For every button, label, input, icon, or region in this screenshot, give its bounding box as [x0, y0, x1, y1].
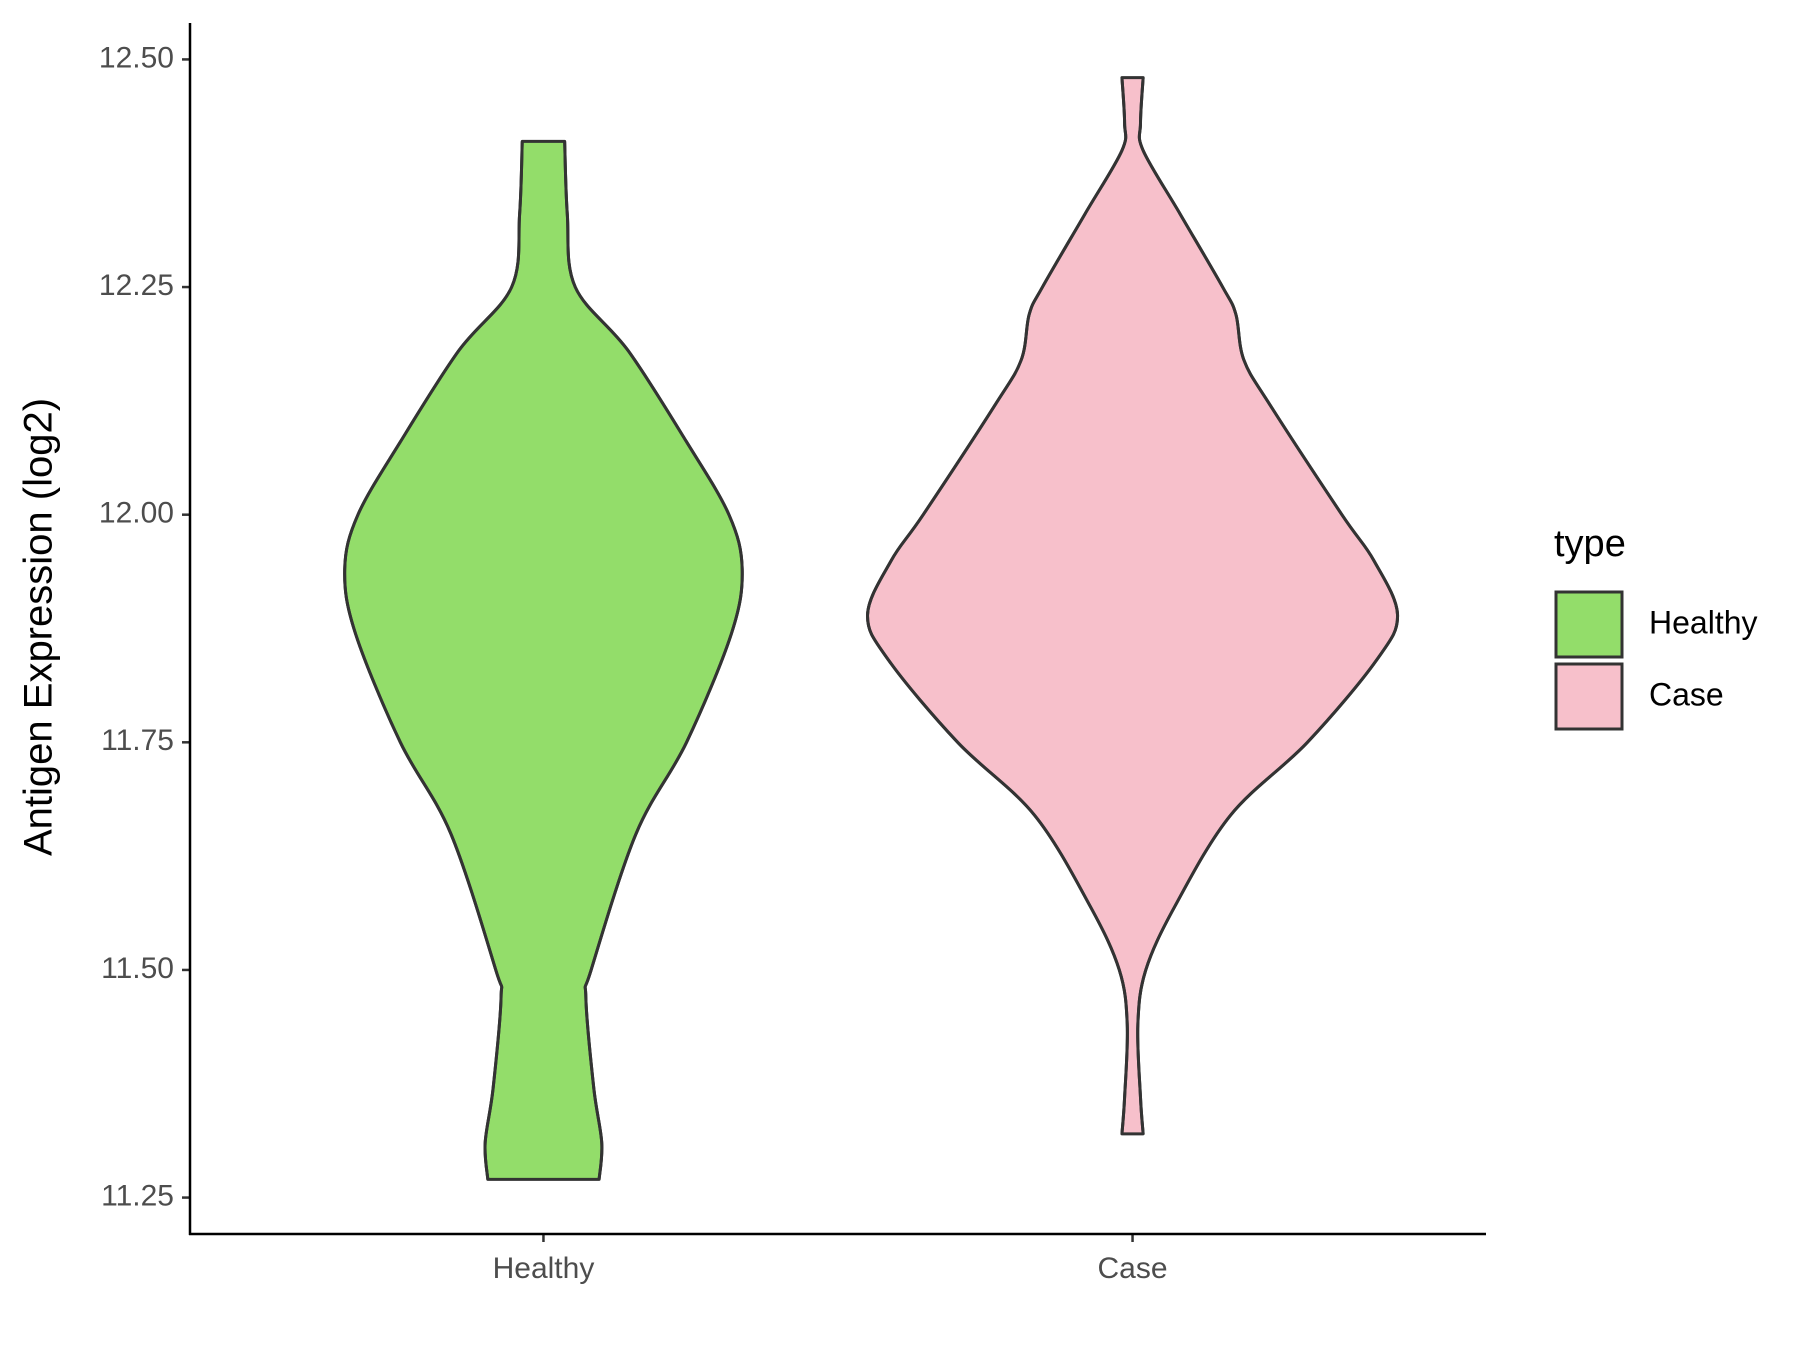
legend-title: type	[1554, 523, 1626, 565]
y-tick-label: 11.25	[101, 1180, 174, 1213]
y-tick-label: 11.50	[101, 952, 174, 985]
x-tick-label: Healthy	[493, 1252, 595, 1285]
x-tick-label: Case	[1098, 1252, 1168, 1285]
legend-key	[1554, 590, 1624, 659]
legend-key	[1554, 662, 1624, 731]
violin-left-edge	[866, 77, 1129, 1134]
violin-left-edge	[343, 141, 524, 1180]
legend-label: Healthy	[1649, 604, 1758, 640]
violin-right-edge	[1136, 77, 1400, 1134]
violin-body	[343, 139, 744, 1181]
y-tick-label: 12.00	[99, 497, 174, 530]
violin-right-edge	[563, 141, 744, 1180]
y-tick-label: 12.25	[99, 269, 174, 302]
legend-label: Case	[1649, 676, 1724, 712]
violin-body	[866, 76, 1400, 1136]
y-axis-title: Antigen Expression (log2)	[17, 398, 61, 856]
y-tick-label: 11.75	[101, 724, 174, 757]
y-tick-label: 12.50	[99, 41, 174, 74]
